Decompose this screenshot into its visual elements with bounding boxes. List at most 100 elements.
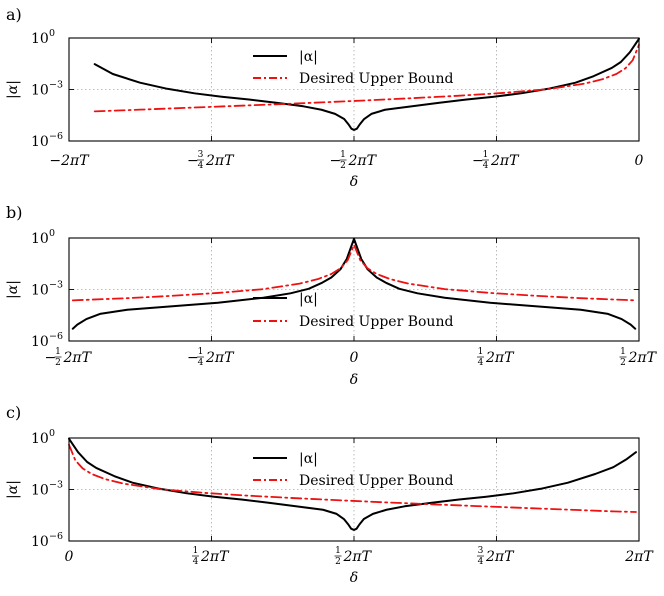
x-tick-denominator: 2: [335, 557, 341, 567]
legend-label-alpha: |α|: [299, 49, 318, 65]
x-tick-label: 12 2πT: [619, 347, 658, 368]
x-tick-tail: 2πT: [200, 549, 230, 565]
x-tick-denominator: 4: [483, 161, 489, 171]
x-tick-label: 0: [635, 153, 644, 169]
x-tick-label: −2πT: [49, 153, 90, 169]
y-tick-exponent: −3: [49, 80, 63, 91]
x-tick-label: 0: [65, 549, 74, 565]
x-tick-denominator: 4: [198, 161, 204, 171]
x-tick-numerator: 1: [483, 150, 489, 160]
legend-label-upper-bound: Desired Upper Bound: [299, 71, 453, 87]
x-axis-label: δ: [350, 372, 358, 388]
x-tick-denominator: 2: [620, 358, 626, 368]
x-tick-tail: 2πT: [348, 153, 378, 169]
x-tick-tail: 2πT: [490, 153, 520, 169]
x-tick-tail: 2πT: [628, 350, 658, 366]
y-axis-label: |α|: [5, 480, 21, 499]
y-axis-label: |α|: [5, 280, 21, 299]
x-tick-denominator: 2: [340, 161, 346, 171]
legend: |α| Desired Upper Bound: [253, 291, 453, 330]
y-tick-base: 10: [31, 534, 49, 550]
x-tick-numerator: 1: [340, 150, 346, 160]
y-tick-label: 10 −6: [31, 131, 63, 150]
x-tick-numerator: 1: [620, 347, 626, 357]
series-alpha-line: [93, 37, 640, 131]
x-tick-sign: −: [187, 153, 199, 169]
panel-label: b): [6, 203, 22, 222]
y-tick-label: 10 0: [31, 428, 55, 447]
x-tick-label: 0: [350, 350, 359, 366]
x-tick-numerator: 1: [198, 347, 204, 357]
x-tick-numerator: 1: [55, 347, 61, 357]
y-axis-label: |α|: [5, 80, 21, 99]
y-tick-exponent: −3: [49, 280, 63, 291]
x-tick-label: 14 2πT: [477, 347, 515, 368]
y-tick-exponent: 0: [49, 228, 55, 239]
x-tick-denominator: 4: [478, 358, 484, 368]
y-tick-exponent: 0: [49, 28, 55, 39]
x-tick-label: 12 2πT: [334, 546, 373, 567]
x-tick-tail: 2πT: [485, 549, 515, 565]
x-tick-tail: 2πT: [63, 350, 93, 366]
y-tick-label: 10 −3: [31, 80, 63, 99]
x-tick-label: 34 2πT: [477, 546, 515, 567]
x-tick-tail: 2πT: [343, 549, 373, 565]
legend-label-alpha: |α|: [299, 291, 318, 307]
x-tick-numerator: 1: [478, 347, 484, 357]
x-tick-label: −12 2πT: [330, 150, 378, 171]
x-tick-label: 2πT: [624, 549, 654, 565]
y-tick-exponent: 0: [49, 428, 55, 439]
x-tick-tail: 2πT: [485, 350, 515, 366]
x-tick-label: −14 2πT: [472, 150, 520, 171]
x-tick-denominator: 4: [198, 358, 204, 368]
x-tick-numerator: 3: [478, 546, 484, 556]
series-alpha-line: [68, 437, 637, 531]
x-tick-label: 14 2πT: [192, 546, 230, 567]
y-tick-exponent: −6: [49, 131, 63, 142]
x-tick-denominator: 4: [478, 557, 484, 567]
x-tick-denominator: 4: [193, 557, 199, 567]
x-tick-numerator: 3: [198, 150, 204, 160]
series-upper-bound-line: [71, 243, 637, 302]
y-tick-label: 10 −6: [31, 331, 63, 350]
legend: |α| Desired Upper Bound: [253, 451, 453, 489]
y-tick-base: 10: [31, 483, 49, 499]
x-tick-tail: 2πT: [205, 350, 235, 366]
x-tick-label: −34 2πT: [187, 150, 235, 171]
x-tick-label: −12 2πT: [45, 347, 93, 368]
y-tick-base: 10: [31, 231, 49, 247]
y-tick-base: 10: [31, 31, 49, 47]
panel-label: a): [6, 5, 22, 24]
x-tick-label: −14 2πT: [187, 347, 235, 368]
legend-label-upper-bound: Desired Upper Bound: [299, 314, 453, 330]
x-tick-tail: 2πT: [205, 153, 235, 169]
x-tick-numerator: 1: [335, 546, 341, 556]
x-tick-sign: −: [45, 350, 57, 366]
legend: |α| Desired Upper Bound: [253, 49, 453, 87]
y-tick-base: 10: [31, 134, 49, 150]
x-tick-denominator: 2: [55, 358, 61, 368]
x-tick-numerator: 1: [193, 546, 199, 556]
y-tick-base: 10: [31, 334, 49, 350]
y-tick-label: 10 0: [31, 228, 55, 247]
legend-label-upper-bound: Desired Upper Bound: [299, 473, 453, 489]
y-tick-label: 10 −3: [31, 480, 63, 499]
y-tick-base: 10: [31, 431, 49, 447]
y-tick-base: 10: [31, 83, 49, 99]
y-tick-exponent: −3: [49, 480, 63, 491]
x-axis-label: δ: [350, 570, 358, 586]
panel-label: c): [6, 403, 21, 422]
y-tick-exponent: −6: [49, 531, 63, 542]
y-tick-label: 10 −6: [31, 531, 63, 550]
x-tick-sign: −: [472, 153, 484, 169]
x-tick-sign: −: [187, 350, 199, 366]
y-tick-exponent: −6: [49, 331, 63, 342]
series-upper-bound-line: [68, 443, 637, 513]
series-upper-bound-line: [93, 43, 640, 113]
x-tick-sign: −: [330, 153, 342, 169]
legend-label-alpha: |α|: [299, 451, 318, 467]
y-tick-base: 10: [31, 283, 49, 299]
